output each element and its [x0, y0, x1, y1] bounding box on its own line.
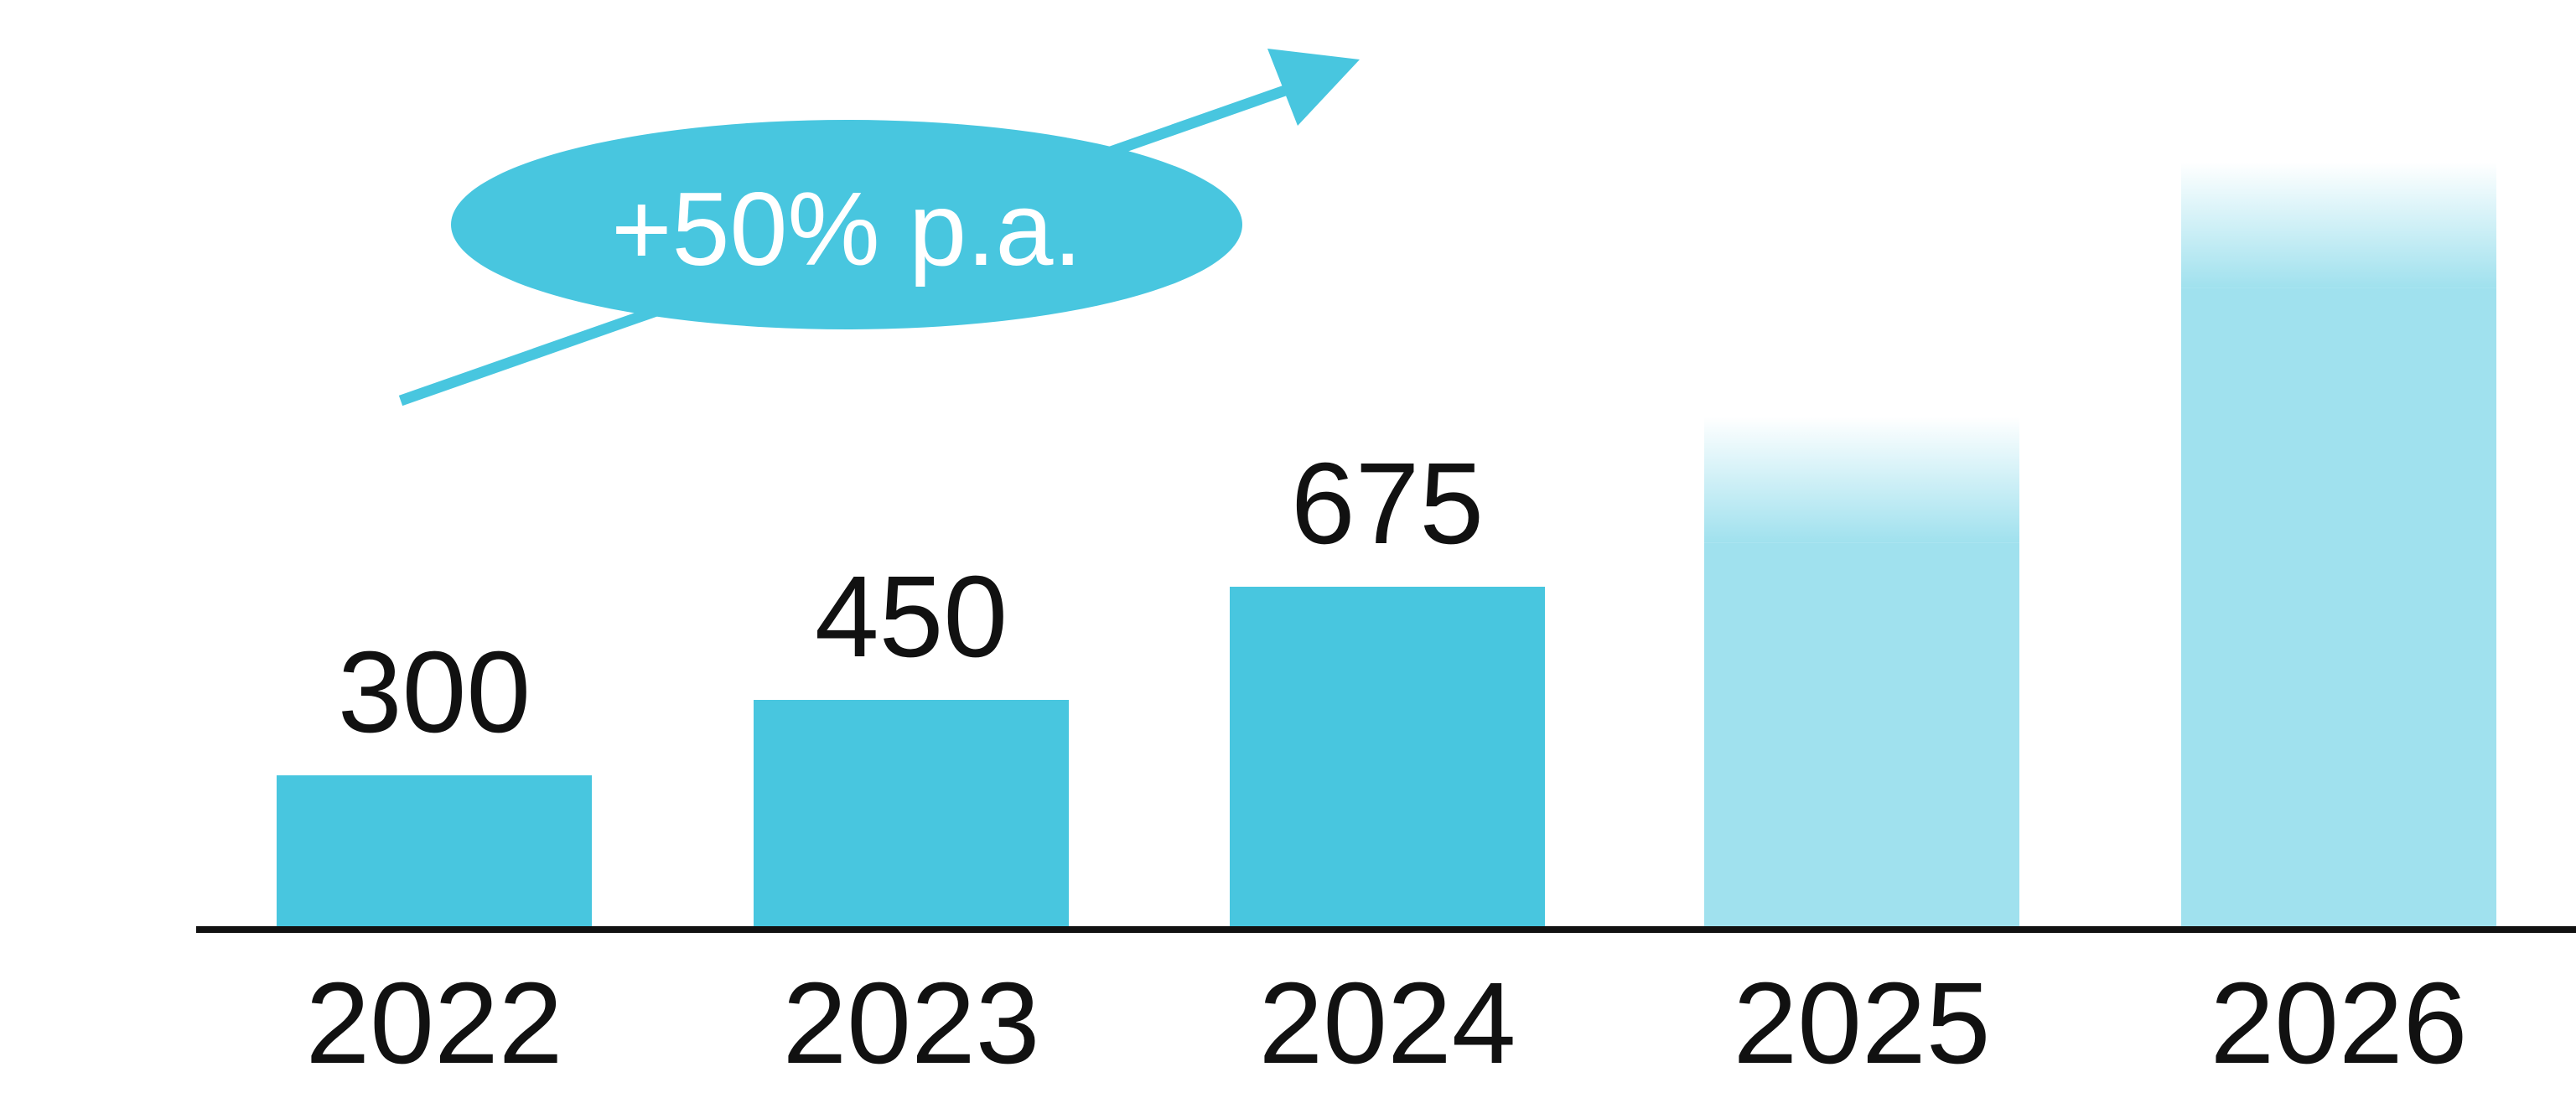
x-tick-label-2023: 2023: [783, 959, 1040, 1088]
x-tick-label-2022: 2022: [306, 959, 563, 1088]
bar-2025-fade: [1704, 417, 2019, 543]
bar-2024: [1230, 587, 1545, 926]
bar-2026-fade: [2181, 162, 2496, 288]
value-label-2022: 300: [338, 628, 531, 757]
growth-annotation: +50% p.a.: [398, 49, 1360, 407]
x-tick-label-2026: 2026: [2211, 959, 2468, 1088]
x-tick-labels-group: 2022 2023 2024 2025 2026: [306, 959, 2468, 1088]
value-labels-group: 300 450 675: [338, 439, 1484, 757]
value-label-2024: 675: [1291, 439, 1484, 568]
growth-arrow-head: [1267, 49, 1360, 126]
x-tick-label-2024: 2024: [1259, 959, 1516, 1088]
value-label-2023: 450: [815, 552, 1008, 681]
growth-rate-label: +50% p.a.: [611, 172, 1082, 287]
x-tick-label-2025: 2025: [1734, 959, 1991, 1088]
growth-bubble: [451, 120, 1242, 329]
bar-2023: [754, 700, 1069, 926]
bar-2025: [1704, 542, 2019, 926]
bar-2026: [2181, 287, 2496, 927]
bars-group: [277, 162, 2496, 927]
bar-2022: [277, 775, 592, 926]
